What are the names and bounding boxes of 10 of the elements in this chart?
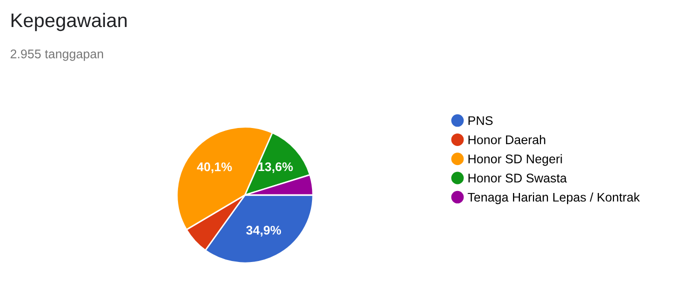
text: 2.955 tanggapan [10, 50, 104, 61]
legend-label: Honor Daerah [468, 135, 546, 144]
legend-label: PNS [468, 116, 493, 126]
data-label: 34,9% [246, 226, 282, 236]
data-label: 13,6% [258, 162, 293, 173]
chart-title: Kepegawaian [12, 12, 127, 32]
legend-label: Honor SD Swasta [468, 174, 567, 183]
data-label: 40,1% [196, 162, 232, 174]
legend-label: Honor SD Negeri [468, 154, 562, 166]
legend-label: Tenaga Harian Lepas / Kontrak [468, 192, 640, 204]
